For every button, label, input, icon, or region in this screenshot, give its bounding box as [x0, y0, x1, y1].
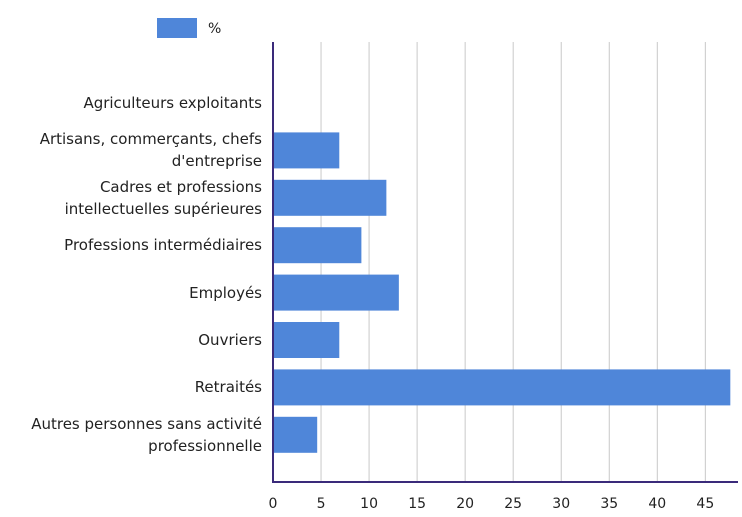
bar	[273, 227, 362, 264]
x-tick-label: 5	[317, 496, 326, 512]
y-tick-label: Retraités	[194, 378, 262, 397]
bar	[273, 274, 399, 311]
y-tick-label: Professions intermédiaires	[64, 236, 262, 255]
x-tick-label: 15	[408, 496, 426, 512]
y-tick-label: Agriculteurs exploitants	[83, 94, 262, 112]
x-tick-label: 40	[648, 496, 666, 512]
bar	[273, 132, 340, 169]
x-tick-label: 45	[696, 496, 714, 512]
y-tick-label: Ouvriers	[198, 331, 262, 349]
x-tick-label: 30	[552, 496, 570, 512]
bar	[273, 369, 731, 406]
y-tick-label: Employés	[189, 283, 262, 302]
bar	[273, 322, 340, 358]
x-tick-label: 0	[269, 496, 278, 512]
x-tick-label: 10	[360, 496, 378, 512]
x-tick-label: 25	[504, 496, 522, 512]
legend-label: %	[208, 21, 221, 37]
bar	[273, 179, 387, 216]
y-tick-label: Autres personnes sans activité professio…	[31, 414, 262, 455]
x-tick-label: 35	[600, 496, 618, 512]
y-tick-label: Cadres et professions intellectuelles su…	[64, 177, 262, 218]
legend-swatch	[157, 18, 197, 38]
y-tick-label: Artisans, commerçants, chefs d'entrepris…	[39, 130, 262, 171]
bar	[273, 416, 318, 453]
x-tick-label: 20	[456, 496, 474, 512]
